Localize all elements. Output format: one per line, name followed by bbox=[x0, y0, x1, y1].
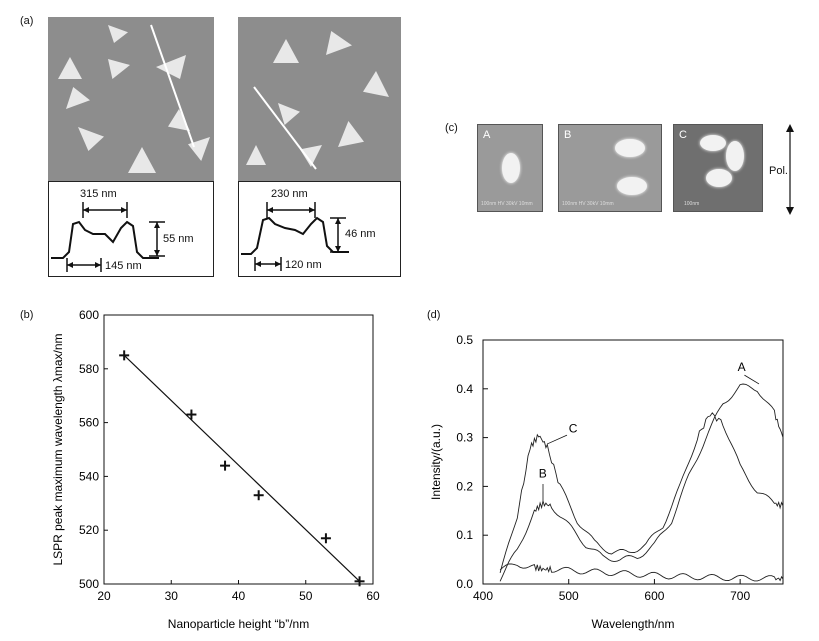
sem-image-b: B 100nm HV 30kV 10mm bbox=[558, 124, 662, 212]
x-tick-label: 50 bbox=[299, 589, 313, 603]
left-width-label: 315 nm bbox=[80, 188, 117, 200]
annotation-b: B bbox=[539, 467, 547, 481]
polarization-arrow-icon bbox=[786, 124, 794, 215]
x-tick-label: 20 bbox=[97, 589, 111, 603]
data-point bbox=[320, 533, 331, 544]
panel-c-label: (c) bbox=[445, 122, 458, 134]
right-base-label: 120 nm bbox=[285, 259, 322, 271]
data-point bbox=[253, 490, 264, 501]
sem-caption-a: 100nm HV 30kV 10mm bbox=[481, 201, 533, 207]
y-axis-label: LSPR peak maximum wavelength λmax/nm bbox=[51, 333, 65, 565]
y-tick-label: 0.4 bbox=[456, 382, 473, 396]
y-tick-label: 520 bbox=[79, 523, 99, 537]
polarization-label: Pol. bbox=[768, 165, 789, 177]
series-line-b bbox=[499, 563, 784, 582]
annotation-c: C bbox=[569, 422, 578, 436]
x-tick-label: 600 bbox=[644, 589, 664, 603]
panel-b-label: (b) bbox=[20, 309, 34, 321]
series-line-a bbox=[499, 383, 784, 582]
annotation-a: A bbox=[738, 360, 746, 374]
data-point bbox=[354, 576, 365, 587]
y-tick-label: 560 bbox=[79, 416, 99, 430]
afm-image-left bbox=[48, 17, 214, 182]
left-base-label: 145 nm bbox=[105, 260, 142, 272]
y-tick-label: 0.3 bbox=[456, 431, 473, 445]
right-height-label: 46 nm bbox=[345, 228, 376, 240]
annotation-c-leader bbox=[547, 434, 568, 445]
data-point bbox=[186, 409, 197, 420]
chart-b: 20 30 40 50 60 500 520 540 560 580 600 Nanoparticle… bbox=[51, 308, 380, 631]
y-tick-label: 0.1 bbox=[456, 528, 473, 542]
y-tick-label: 500 bbox=[79, 577, 99, 591]
right-width-label: 230 nm bbox=[271, 188, 308, 200]
x-axis-label: Nanoparticle height “b”/nm bbox=[168, 617, 309, 631]
x-axis-label: Wavelength/nm bbox=[592, 617, 675, 631]
profile-curve-right bbox=[241, 202, 349, 271]
scan-line-left bbox=[150, 24, 195, 148]
y-tick-label: 0.2 bbox=[456, 479, 473, 493]
afm-profile-right: 230 nm 46 nm 120 nm bbox=[238, 181, 401, 277]
afm-profile-left: 315 nm 55 nm 145 nm bbox=[48, 181, 214, 277]
sem-tag-c: C bbox=[679, 129, 687, 141]
y-axis-label: Intensity/(a.u.) bbox=[429, 424, 443, 500]
sem-tag-a: A bbox=[483, 129, 491, 141]
plot-frame bbox=[482, 339, 784, 585]
data-point bbox=[220, 460, 231, 471]
sem-caption-b: 100nm HV 30kV 10mm bbox=[562, 201, 614, 207]
x-tick-label: 40 bbox=[232, 589, 246, 603]
y-tick-label: 600 bbox=[79, 308, 99, 322]
profile-curve-left bbox=[51, 202, 165, 272]
data-point bbox=[119, 350, 130, 361]
y-tick-label: 540 bbox=[79, 469, 99, 483]
x-tick-label: 30 bbox=[165, 589, 179, 603]
scan-line-right bbox=[253, 86, 317, 170]
annotation-a-leader bbox=[744, 374, 760, 385]
afm-image-right bbox=[238, 17, 401, 182]
y-tick-label: 0.0 bbox=[456, 577, 473, 591]
series-line-c bbox=[499, 412, 784, 574]
x-tick-label: 400 bbox=[473, 589, 493, 603]
x-tick-label: 60 bbox=[366, 589, 380, 603]
sem-image-c: C 100nm bbox=[673, 124, 763, 212]
panel-d-label: (d) bbox=[427, 309, 441, 321]
sem-caption-c: 100nm bbox=[684, 201, 700, 207]
sem-image-a: A 100nm HV 30kV 10mm bbox=[477, 124, 543, 212]
plot-frame bbox=[103, 314, 374, 585]
x-tick-label: 500 bbox=[559, 589, 579, 603]
sem-tag-b: B bbox=[564, 129, 572, 141]
left-height-label: 55 nm bbox=[163, 233, 194, 245]
chart-d: 400 500 600 700 0.0 0.1 0.2 0.3 0.4 0.5 A B C Wavelen… bbox=[429, 333, 784, 631]
y-tick-label: 580 bbox=[79, 362, 99, 376]
panel-a-label: (a) bbox=[20, 15, 34, 27]
y-tick-label: 0.5 bbox=[456, 333, 473, 347]
x-tick-label: 700 bbox=[730, 589, 750, 603]
fit-line bbox=[123, 354, 360, 582]
